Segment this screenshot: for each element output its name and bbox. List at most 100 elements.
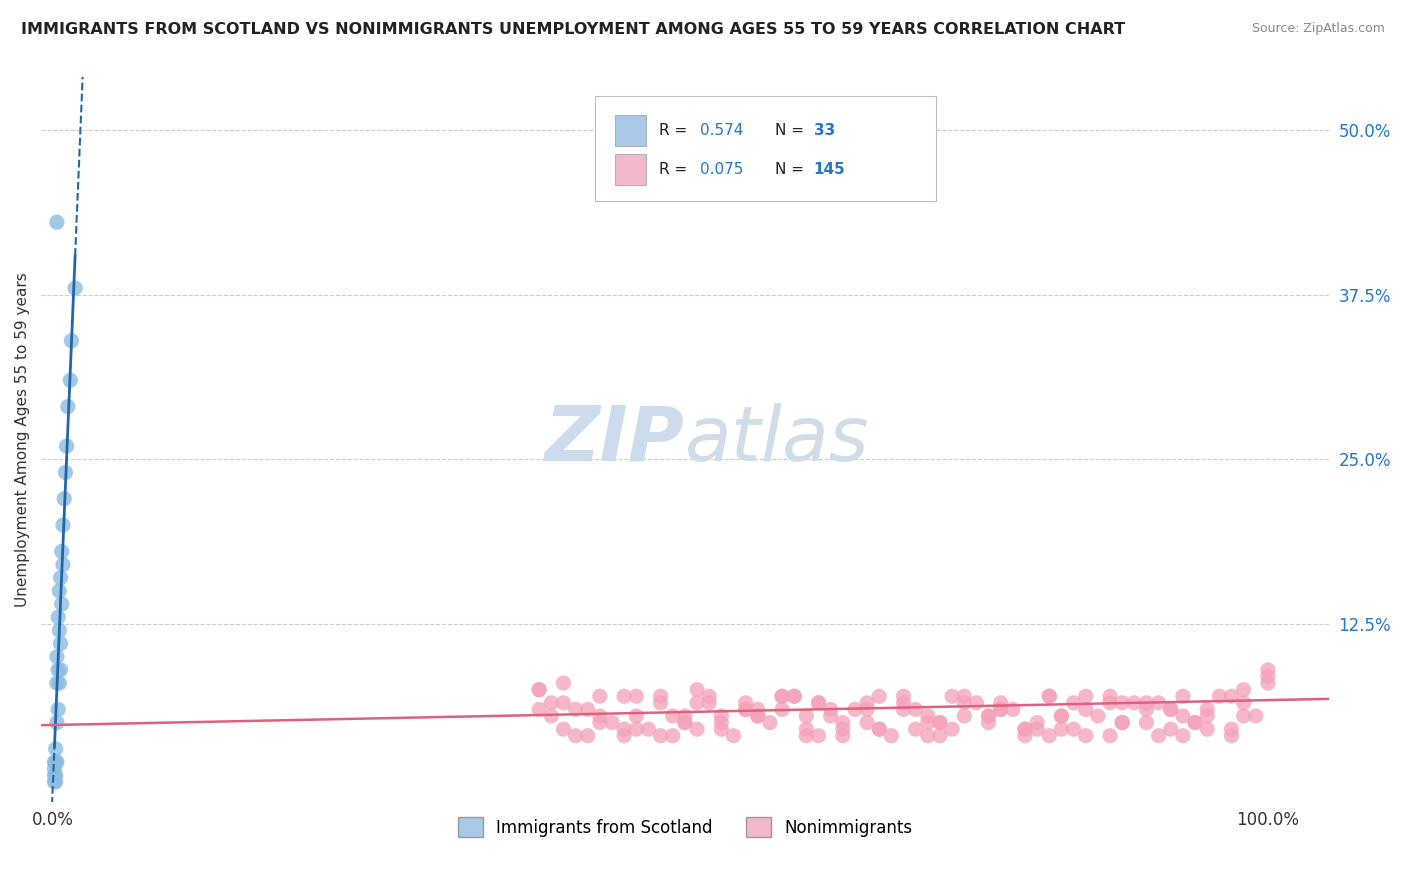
Point [650, 690, 672, 704]
Point [723, 729, 745, 743]
Point [661, 729, 683, 743]
Point [1074, 729, 1097, 743]
Point [941, 722, 963, 736]
Point [44, 774, 66, 789]
Point [51, 597, 73, 611]
Point [1233, 696, 1256, 710]
Point [1135, 696, 1157, 710]
Point [63, 281, 86, 295]
Point [929, 715, 952, 730]
Point [953, 696, 976, 710]
Point [45, 715, 67, 730]
Point [44, 762, 66, 776]
Point [527, 682, 550, 697]
Point [1220, 729, 1243, 743]
Point [1184, 715, 1206, 730]
Point [48, 624, 70, 638]
Point [650, 696, 672, 710]
Point [1160, 702, 1182, 716]
Point [1220, 690, 1243, 704]
Point [1197, 722, 1219, 736]
Point [953, 690, 976, 704]
Point [686, 682, 709, 697]
Point [600, 715, 623, 730]
Point [45, 215, 67, 229]
Point [1014, 722, 1036, 736]
Point [553, 676, 575, 690]
Point [796, 722, 818, 736]
Point [53, 491, 76, 506]
Point [831, 715, 853, 730]
Point [527, 682, 550, 697]
Point [1208, 690, 1230, 704]
Point [564, 729, 586, 743]
Point [1147, 729, 1170, 743]
Point [990, 702, 1012, 716]
Point [673, 715, 696, 730]
Point [796, 709, 818, 723]
Text: atlas: atlas [685, 402, 869, 476]
Point [44, 755, 66, 769]
Point [564, 702, 586, 716]
Point [710, 722, 733, 736]
Point [1038, 690, 1060, 704]
Point [965, 696, 987, 710]
Text: IMMIGRANTS FROM SCOTLAND VS NONIMMIGRANTS UNEMPLOYMENT AMONG AGES 55 TO 59 YEARS: IMMIGRANTS FROM SCOTLAND VS NONIMMIGRANT… [21, 22, 1125, 37]
Point [626, 722, 648, 736]
Point [51, 544, 73, 558]
Point [747, 709, 769, 723]
FancyBboxPatch shape [616, 154, 647, 185]
Point [1257, 663, 1279, 677]
FancyBboxPatch shape [595, 95, 936, 201]
FancyBboxPatch shape [616, 115, 647, 145]
Point [1038, 729, 1060, 743]
Point [527, 702, 550, 716]
Point [1026, 722, 1049, 736]
Point [953, 709, 976, 723]
Point [540, 696, 562, 710]
Point [46, 610, 69, 624]
Point [820, 702, 842, 716]
Y-axis label: Unemployment Among Ages 55 to 59 years: Unemployment Among Ages 55 to 59 years [15, 272, 30, 607]
Point [796, 729, 818, 743]
Point [929, 729, 952, 743]
Point [1135, 702, 1157, 716]
Point [1098, 690, 1121, 704]
Point [1111, 715, 1133, 730]
Point [1098, 729, 1121, 743]
Point [734, 702, 756, 716]
Point [893, 696, 915, 710]
Point [45, 768, 67, 782]
Point [673, 709, 696, 723]
Point [868, 690, 890, 704]
Point [977, 715, 1000, 730]
Point [904, 722, 927, 736]
Point [917, 709, 939, 723]
Point [52, 558, 75, 572]
Point [770, 690, 793, 704]
Point [44, 768, 66, 782]
Point [1050, 709, 1073, 723]
Point [576, 702, 599, 716]
Point [60, 334, 83, 348]
Point [990, 696, 1012, 710]
Point [697, 696, 720, 710]
Point [637, 722, 659, 736]
Point [1233, 709, 1256, 723]
Point [1063, 722, 1085, 736]
Point [1014, 722, 1036, 736]
Text: 0.075: 0.075 [700, 162, 744, 177]
Point [1098, 696, 1121, 710]
Text: N =: N = [775, 162, 808, 177]
Point [540, 709, 562, 723]
Point [1050, 709, 1073, 723]
Point [45, 742, 67, 756]
Point [783, 690, 806, 704]
Point [697, 690, 720, 704]
Point [1026, 715, 1049, 730]
Point [917, 715, 939, 730]
Point [52, 518, 75, 533]
Point [1160, 702, 1182, 716]
Text: 0.574: 0.574 [700, 123, 744, 137]
Point [734, 696, 756, 710]
